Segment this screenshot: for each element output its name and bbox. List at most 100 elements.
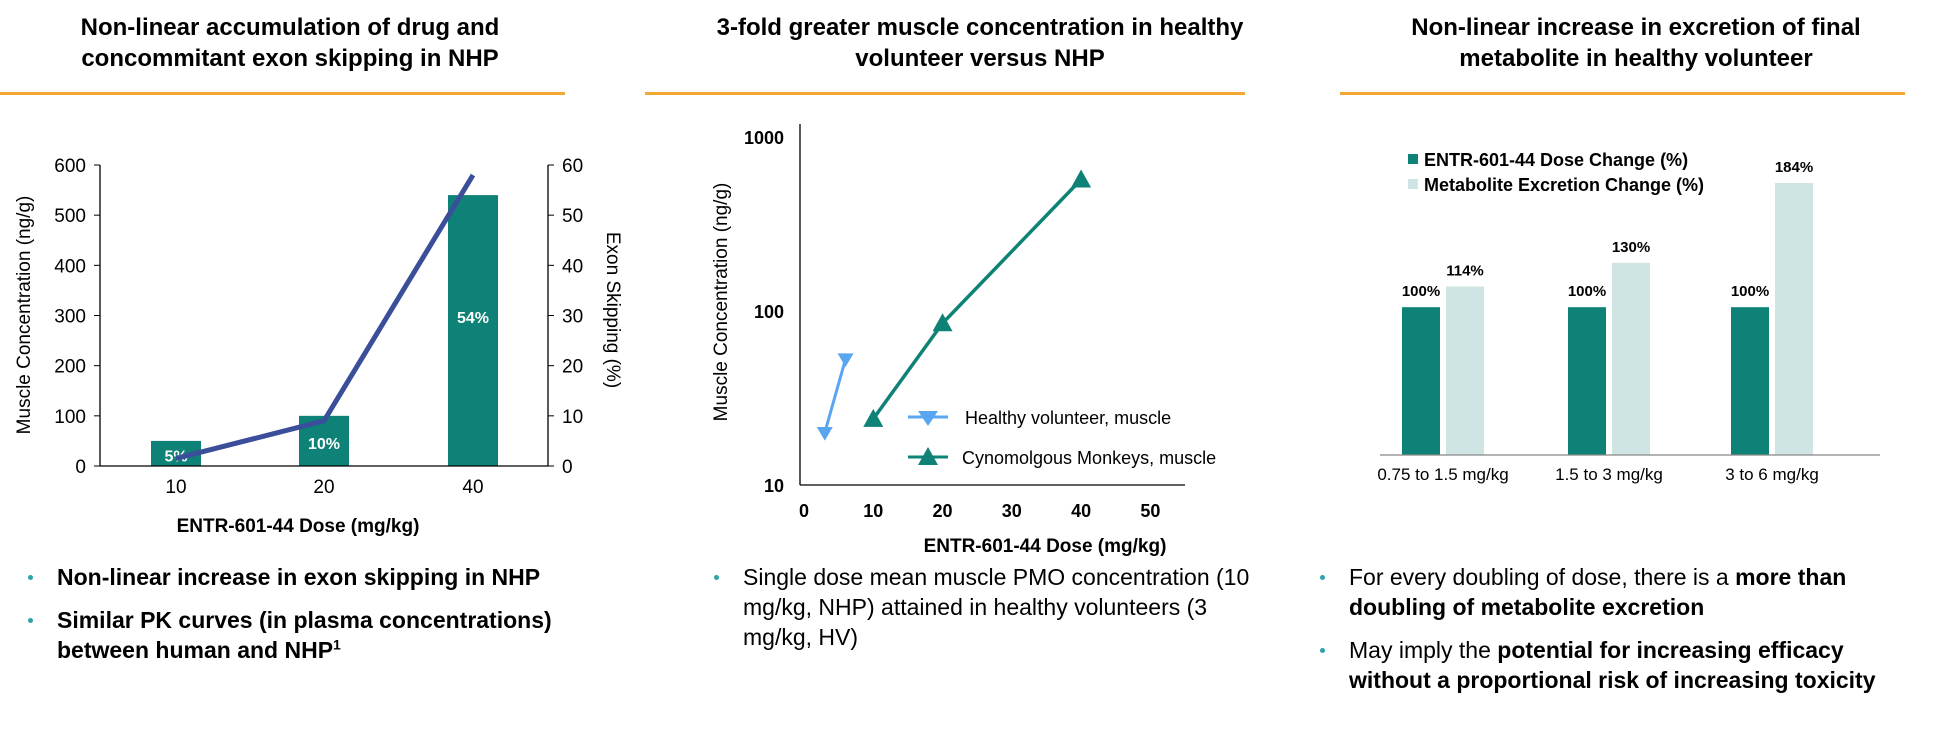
chart-middle-y-axis-label: Muscle Concentration (ng/g) xyxy=(711,183,732,422)
panel-left-bullet-2: Similar PK curves (in plasma concentrati… xyxy=(28,605,552,665)
bullet-bold-text: potential for increasing efficacy xyxy=(1497,637,1844,663)
x-tick-label: 10 xyxy=(863,501,883,521)
legend-swatch xyxy=(1408,179,1418,189)
panel-middle-bullets: Single dose mean muscle PMO concentratio… xyxy=(714,562,1249,665)
bullet-text: between human and NHP xyxy=(57,637,334,663)
bullet-bold-text: more than xyxy=(1735,564,1847,590)
bullet-bold-text: without a proportional risk of increasin… xyxy=(1349,667,1876,693)
bullet-text: Non-linear increase in exon skipping in … xyxy=(57,564,541,590)
legend-label: Healthy volunteer, muscle xyxy=(965,408,1171,428)
bar-dose-change xyxy=(1568,307,1606,455)
x-tick-label: 0.75 to 1.5 mg/kg xyxy=(1377,465,1508,484)
panel-middle-title-line2: volunteer versus NHP xyxy=(855,45,1105,72)
y2-tick-label: 60 xyxy=(562,156,583,177)
panel-middle-title-line1: 3-fold greater muscle concentration in h… xyxy=(716,14,1244,41)
panel-middle-title: 3-fold greater muscle concentration in h… xyxy=(640,12,1320,74)
bar-dose-change xyxy=(1731,307,1769,455)
bar-exon-skipping xyxy=(448,195,498,466)
y2-tick-label: 20 xyxy=(562,357,583,378)
y2-tick-label: 50 xyxy=(562,206,583,227)
bar-data-label: 114% xyxy=(1446,262,1484,279)
chart-middle-x-axis-label: ENTR-601-44 Dose (mg/kg) xyxy=(924,536,1167,557)
y-tick-label: 10 xyxy=(764,476,784,496)
x-tick-label: 40 xyxy=(462,477,483,498)
bullet-text: May imply the xyxy=(1349,637,1498,663)
bar-data-label: 184% xyxy=(1775,159,1813,176)
chart-middle-muscle-concentration: 10 100 1000 0 10 20 30 40 50 Healthy volunteer,… xyxy=(711,124,1216,557)
panel-right: Non-linear increase in excretion of fina… xyxy=(1335,0,1937,755)
x-tick-label: 30 xyxy=(1002,501,1022,521)
y-tick-label: 0 xyxy=(75,457,86,478)
panel-left-bullet-1: Non-linear increase in exon skipping in … xyxy=(28,562,552,592)
chart-left-x-axis-label: ENTR-601-44 Dose (mg/kg) xyxy=(177,516,420,537)
y-tick-label: 100 xyxy=(754,302,784,322)
panel-left-bullets: Non-linear increase in exon skipping in … xyxy=(28,562,552,678)
y-tick-label: 300 xyxy=(54,307,86,328)
bar-data-label: 10% xyxy=(308,436,340,453)
bar-data-label: 130% xyxy=(1612,239,1650,256)
x-tick-label: 10 xyxy=(165,477,186,498)
panel-middle-bullet-1: Single dose mean muscle PMO concentratio… xyxy=(714,562,1249,652)
x-tick-label: 40 xyxy=(1071,501,1091,521)
bar-data-label: 54% xyxy=(457,310,489,327)
bar-metabolite-change xyxy=(1612,262,1650,455)
panel-right-title: Non-linear increase in excretion of fina… xyxy=(1335,12,1937,74)
legend-swatch xyxy=(1408,154,1418,164)
bullet-text: mg/kg, HV) xyxy=(743,624,859,650)
y-tick-label: 500 xyxy=(54,206,86,227)
y-tick-label: 400 xyxy=(54,256,86,277)
bullet-text: Single dose mean muscle PMO concentratio… xyxy=(743,564,1250,590)
bullet-bold-text: doubling of metabolite excretion xyxy=(1349,594,1705,620)
legend-swatch-marker xyxy=(918,411,938,426)
series-marker xyxy=(837,353,854,367)
chart-left-y-axis-label: Muscle Concentration (ng/g) xyxy=(14,196,35,435)
panel-left-title-line2: concommitant exon skipping in NHP xyxy=(81,45,499,72)
series-marker xyxy=(816,427,833,441)
panel-middle: 3-fold greater muscle concentration in h… xyxy=(640,0,1320,755)
footnote-marker: 1 xyxy=(333,636,341,653)
panel-left-title-line1: Non-linear accumulation of drug and xyxy=(80,14,500,41)
chart-left-exon-skipping: 0 100 200 300 400 500 600 0 10 20 30 40 50 60 10 20 40… xyxy=(14,156,623,537)
panel-left-divider xyxy=(0,92,565,95)
panel-right-title-line1: Non-linear increase in excretion of fina… xyxy=(1411,14,1861,41)
series-marker xyxy=(863,408,884,427)
panel-right-bullet-2: May imply the potential for increasing e… xyxy=(1320,635,1876,695)
line-muscle-concentration xyxy=(175,173,476,461)
legend-swatch-marker xyxy=(918,447,938,465)
bullet-text: mg/kg, NHP) attained in healthy voluntee… xyxy=(743,594,1208,620)
chart-left-y2-axis-label: Exon Skipping (%) xyxy=(602,232,623,388)
x-tick-label: 20 xyxy=(313,477,334,498)
y2-tick-label: 0 xyxy=(562,457,573,478)
panel-right-bullets: For every doubling of dose, there is a m… xyxy=(1320,562,1876,708)
legend-label: ENTR-601-44 Dose Change (%) xyxy=(1424,150,1688,170)
series-marker xyxy=(1071,169,1092,188)
y-tick-label: 200 xyxy=(54,357,86,378)
panel-right-title-line2: metabolite in healthy volunteer xyxy=(1459,45,1813,72)
y-tick-label: 600 xyxy=(54,156,86,177)
series-marker xyxy=(932,313,953,332)
y-tick-label: 1000 xyxy=(744,128,784,148)
panel-left-title: Non-linear accumulation of drug and conc… xyxy=(0,12,580,74)
bar-dose-change xyxy=(1402,307,1440,455)
y2-tick-label: 10 xyxy=(562,407,583,428)
y2-tick-label: 30 xyxy=(562,307,583,328)
panel-right-divider xyxy=(1340,92,1905,95)
bar-metabolite-change xyxy=(1775,183,1813,455)
y-tick-label: 100 xyxy=(54,407,86,428)
bar-data-label: 100% xyxy=(1568,283,1606,300)
x-tick-label: 0 xyxy=(799,501,809,521)
x-tick-label: 20 xyxy=(933,501,953,521)
panel-right-bullet-1: For every doubling of dose, there is a m… xyxy=(1320,562,1876,622)
series-line xyxy=(823,358,848,434)
legend-label: Metabolite Excretion Change (%) xyxy=(1424,175,1704,195)
panel-middle-divider xyxy=(645,92,1245,95)
y2-tick-label: 40 xyxy=(562,256,583,277)
x-tick-label: 50 xyxy=(1140,501,1160,521)
bullet-text: For every doubling of dose, there is a xyxy=(1349,564,1736,590)
chart-right-metabolite-excretion: ENTR-601-44 Dose Change (%) Metabolite Ex… xyxy=(1377,150,1880,484)
x-tick-label: 3 to 6 mg/kg xyxy=(1725,465,1819,484)
bullet-text: Similar PK curves (in plasma concentrati… xyxy=(57,607,552,633)
x-tick-label: 1.5 to 3 mg/kg xyxy=(1555,465,1663,484)
bar-data-label: 100% xyxy=(1731,283,1769,300)
bar-data-label: 100% xyxy=(1402,283,1440,300)
